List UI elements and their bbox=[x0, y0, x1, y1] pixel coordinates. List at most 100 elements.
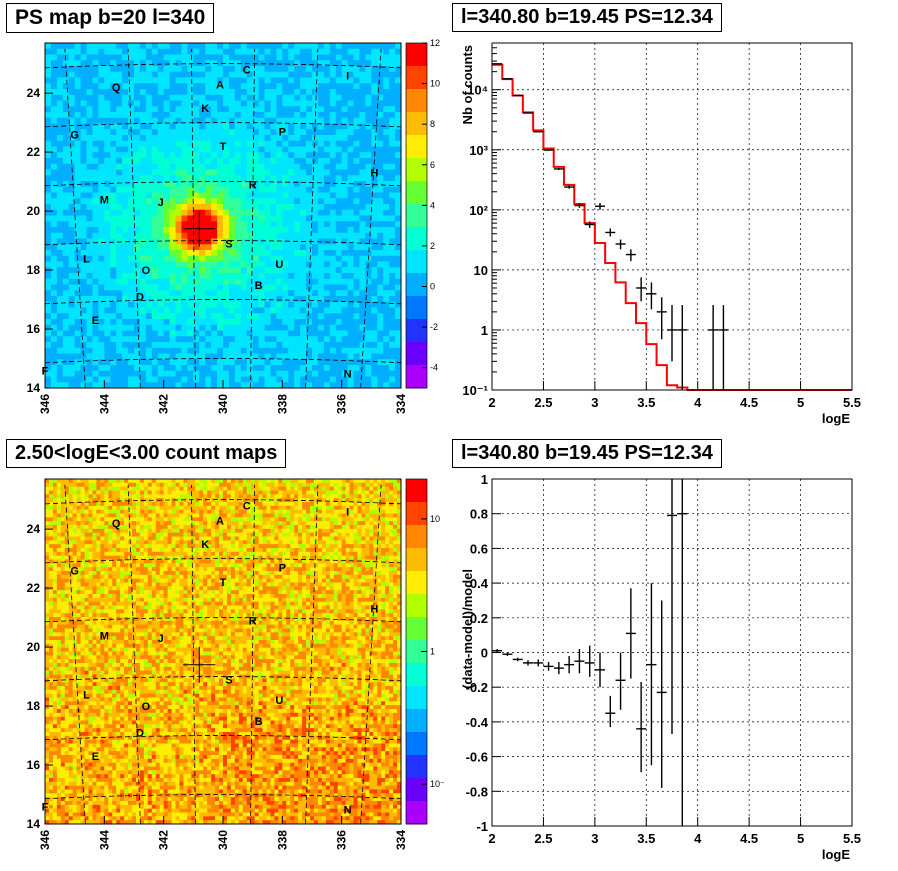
map-cell bbox=[187, 232, 194, 239]
map-cell bbox=[175, 261, 182, 268]
map-cell bbox=[329, 186, 337, 193]
map-cell bbox=[193, 359, 200, 366]
map-cell bbox=[240, 129, 248, 136]
map-cell bbox=[187, 342, 194, 349]
map-cell bbox=[377, 71, 384, 78]
map-cell bbox=[45, 250, 52, 257]
map-cell bbox=[80, 284, 87, 291]
map-cell bbox=[175, 129, 182, 136]
map-cell bbox=[151, 71, 159, 78]
map-cell bbox=[335, 83, 343, 90]
map-cell bbox=[211, 319, 218, 326]
map-cell bbox=[139, 273, 147, 280]
map-cell bbox=[306, 158, 313, 165]
map-cell bbox=[88, 490, 93, 495]
map-cell bbox=[104, 83, 111, 90]
map-cell bbox=[48, 785, 54, 790]
map-cell bbox=[92, 169, 99, 176]
map-cell bbox=[252, 342, 259, 349]
map-cell bbox=[205, 244, 212, 251]
map-cell bbox=[193, 267, 200, 274]
map-cell bbox=[270, 123, 277, 130]
map-cell bbox=[300, 77, 307, 84]
map-cell bbox=[56, 747, 62, 752]
map-cell bbox=[234, 261, 242, 268]
map-cell bbox=[139, 66, 147, 73]
map-cell bbox=[187, 365, 194, 372]
map-cell bbox=[193, 71, 200, 78]
map-cell bbox=[187, 204, 194, 211]
map-cell bbox=[163, 175, 170, 182]
map-cell bbox=[52, 716, 58, 721]
map-cell bbox=[116, 112, 123, 119]
map-cell bbox=[74, 284, 81, 291]
map-cell bbox=[60, 559, 66, 564]
map-cell bbox=[317, 94, 325, 101]
map-cell bbox=[187, 175, 194, 182]
map-cell bbox=[50, 278, 58, 285]
map-cell bbox=[88, 739, 93, 744]
map-cell bbox=[64, 590, 70, 595]
map-cell bbox=[64, 559, 70, 564]
map-cell bbox=[80, 793, 85, 798]
map-cell bbox=[199, 106, 206, 113]
map-cell bbox=[282, 135, 289, 142]
map-cell bbox=[228, 100, 236, 107]
map-cell bbox=[294, 71, 301, 78]
map-cell bbox=[116, 169, 123, 176]
map-cell bbox=[199, 94, 206, 101]
map-cell bbox=[98, 330, 105, 337]
map-cell bbox=[359, 336, 366, 343]
map-cell bbox=[110, 123, 117, 130]
map-cell bbox=[169, 198, 176, 205]
map-cell bbox=[64, 663, 70, 668]
map-cell bbox=[72, 778, 78, 783]
map-cell bbox=[84, 563, 89, 568]
map-cell bbox=[157, 267, 165, 274]
map-cell bbox=[134, 250, 141, 257]
map-cell bbox=[217, 48, 224, 55]
map-cell bbox=[60, 571, 66, 576]
map-cell bbox=[74, 342, 81, 349]
map-cell bbox=[163, 382, 170, 389]
map-cell bbox=[252, 106, 259, 113]
map-cell bbox=[187, 129, 194, 136]
map-cell bbox=[270, 342, 277, 349]
map-cell bbox=[56, 48, 64, 55]
map-cell bbox=[64, 655, 70, 660]
map-cell bbox=[68, 502, 74, 507]
map-cell bbox=[92, 347, 99, 354]
map-cell bbox=[139, 60, 147, 67]
map-cell bbox=[68, 117, 76, 124]
map-cell bbox=[395, 250, 402, 257]
map-cell bbox=[252, 284, 259, 291]
map-cell bbox=[193, 140, 200, 147]
map-cell bbox=[205, 117, 212, 124]
map-cell bbox=[163, 66, 170, 73]
map-cell bbox=[258, 267, 265, 274]
map-cell bbox=[128, 324, 135, 331]
map-cell bbox=[151, 129, 159, 136]
map-cell bbox=[110, 267, 117, 274]
map-cell bbox=[359, 319, 366, 326]
map-cell bbox=[128, 94, 135, 101]
colorbar-tick-label: -2 bbox=[430, 322, 438, 332]
map-cell bbox=[353, 204, 360, 211]
map-cell bbox=[246, 221, 254, 228]
map-cell bbox=[72, 563, 78, 568]
map-cell bbox=[365, 186, 372, 193]
map-cell bbox=[139, 181, 147, 188]
map-cell bbox=[92, 365, 99, 372]
map-cell bbox=[323, 382, 331, 389]
map-cell bbox=[60, 521, 66, 526]
map-cell bbox=[377, 353, 384, 360]
map-cell bbox=[56, 739, 62, 744]
map-cell bbox=[84, 597, 89, 603]
map-cell bbox=[163, 60, 170, 67]
map-cell bbox=[52, 739, 58, 744]
map-cell bbox=[139, 158, 147, 165]
map-cell bbox=[68, 582, 74, 587]
map-cell bbox=[341, 296, 348, 303]
map-cell bbox=[72, 513, 78, 518]
map-cell bbox=[217, 106, 224, 113]
